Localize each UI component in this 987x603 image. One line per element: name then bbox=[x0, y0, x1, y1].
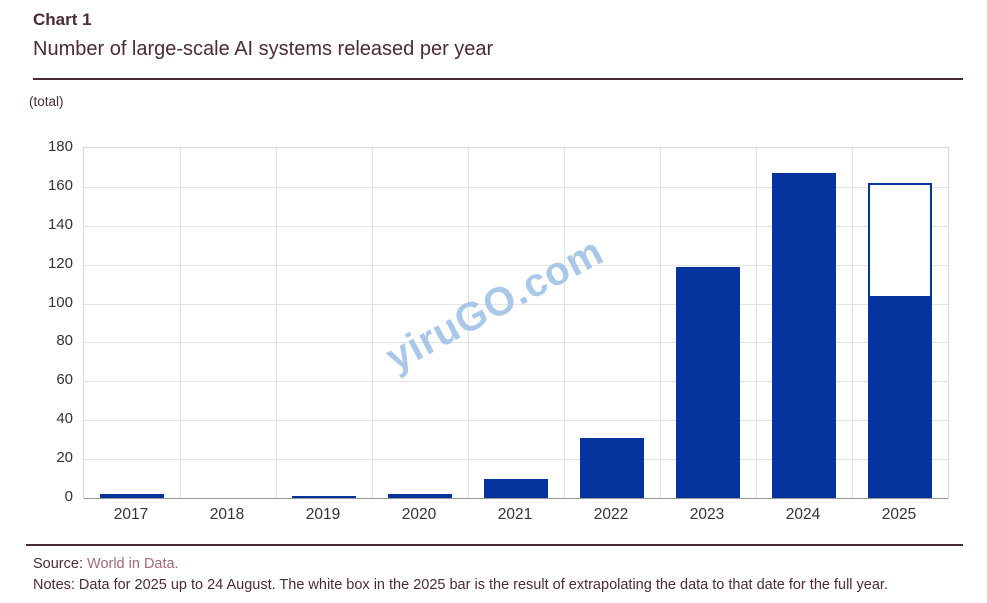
y-tick-160: 160 bbox=[47, 176, 73, 194]
x-tick-2020: 2020 bbox=[401, 506, 437, 523]
gridline-v-2 bbox=[276, 148, 277, 498]
bar-2017 bbox=[100, 494, 164, 498]
gridline-v-3 bbox=[372, 148, 373, 498]
x-tick-2018: 2018 bbox=[209, 506, 245, 523]
top-divider bbox=[33, 78, 963, 80]
bottom-divider bbox=[26, 544, 963, 546]
gridline-v-1 bbox=[180, 148, 181, 498]
gridline-v-4 bbox=[468, 148, 469, 498]
gridline-h-140 bbox=[84, 225, 948, 227]
gridline-h-80 bbox=[84, 342, 948, 344]
x-tick-2023: 2023 bbox=[689, 506, 725, 523]
x-tick-2021: 2021 bbox=[497, 506, 533, 523]
y-tick-100: 100 bbox=[47, 293, 73, 311]
gridline-h-40 bbox=[84, 420, 948, 422]
y-tick-40: 40 bbox=[56, 410, 73, 428]
bar-2024 bbox=[772, 173, 836, 498]
y-tick-20: 20 bbox=[56, 449, 73, 467]
bar-2023 bbox=[676, 266, 740, 498]
y-tick-60: 60 bbox=[56, 371, 73, 389]
x-tick-2022: 2022 bbox=[593, 506, 629, 523]
gridline-h-20 bbox=[84, 459, 948, 461]
x-tick-2017: 2017 bbox=[113, 506, 149, 523]
y-axis-unit-label: (total) bbox=[29, 94, 64, 109]
bar-2020 bbox=[388, 494, 452, 498]
y-tick-120: 120 bbox=[47, 254, 73, 272]
bar-2019 bbox=[292, 496, 356, 498]
gridline-v-5 bbox=[564, 148, 565, 498]
gridline-h-60 bbox=[84, 381, 948, 383]
plot-area bbox=[83, 147, 949, 499]
y-tick-80: 80 bbox=[56, 332, 73, 350]
x-axis-tick-labels: 2017 2018 2019 2020 2021 2022 2023 2024 2025 bbox=[83, 506, 947, 528]
source-line: Source: World in Data. bbox=[33, 556, 179, 572]
y-tick-0: 0 bbox=[64, 488, 73, 505]
bar-2025-actual-fill bbox=[870, 295, 930, 496]
chart-title: Number of large-scale AI systems release… bbox=[33, 38, 494, 60]
x-tick-2019: 2019 bbox=[305, 506, 341, 523]
x-tick-2024: 2024 bbox=[785, 506, 821, 523]
gridline-h-100 bbox=[84, 303, 948, 305]
source-label: Source: bbox=[33, 556, 83, 572]
gridline-v-8 bbox=[852, 148, 853, 498]
y-tick-180: 180 bbox=[47, 138, 73, 155]
y-axis-tick-labels: 0 20 40 60 80 100 120 140 160 180 bbox=[0, 138, 73, 505]
gridline-h-120 bbox=[84, 264, 948, 266]
bar-2021 bbox=[484, 478, 548, 498]
gridline-v-6 bbox=[660, 148, 661, 498]
bar-2025-extrapolated-box bbox=[868, 183, 932, 498]
gridline-h-160 bbox=[84, 186, 948, 188]
x-tick-2025: 2025 bbox=[881, 506, 917, 523]
gridline-v-7 bbox=[756, 148, 757, 498]
chart-kicker: Chart 1 bbox=[33, 10, 92, 29]
bar-2022 bbox=[580, 437, 644, 498]
y-tick-140: 140 bbox=[47, 215, 73, 233]
source-link[interactable]: World in Data. bbox=[87, 556, 179, 572]
notes-line: Notes: Data for 2025 up to 24 August. Th… bbox=[33, 577, 888, 593]
